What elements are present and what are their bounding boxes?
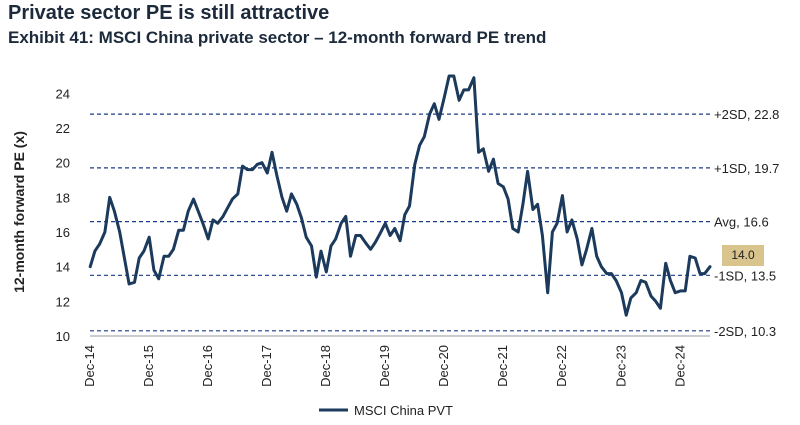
x-tick-label: Dec-24 bbox=[672, 345, 687, 387]
band-label: +1SD, 19.7 bbox=[714, 161, 779, 176]
band-label: -1SD, 13.5 bbox=[714, 268, 776, 283]
y-tick-label: 10 bbox=[56, 329, 70, 344]
legend: MSCI China PVT bbox=[319, 403, 453, 418]
x-tick-label: Dec-22 bbox=[554, 345, 569, 387]
latest-value-callout: 14.0 bbox=[722, 245, 764, 266]
x-tick-label: Dec-20 bbox=[436, 345, 451, 387]
latest-value-label: 14.0 bbox=[731, 248, 755, 262]
chart-subtitle: Exhibit 41: MSCI China private sector – … bbox=[8, 28, 547, 47]
y-axis-title: 12-month forward PE (x) bbox=[11, 131, 27, 293]
y-tick-label: 24 bbox=[56, 86, 70, 101]
latest-value-box bbox=[722, 245, 764, 266]
series-line-msci-china-pvt bbox=[88, 74, 712, 317]
x-tick-label: Dec-15 bbox=[141, 345, 156, 387]
x-tick-label: Dec-23 bbox=[613, 345, 628, 387]
x-tick-label: Dec-21 bbox=[495, 345, 510, 387]
band-label: Avg, 16.6 bbox=[714, 215, 769, 230]
x-tick-label: Dec-14 bbox=[82, 345, 97, 387]
band-label: +2SD, 22.8 bbox=[714, 107, 779, 122]
sd-bands: +2SD, 22.8 +1SD, 19.7 Avg, 16.6 -1SD, 13.5 -… bbox=[90, 107, 779, 339]
x-axis-ticks: Dec-14 Dec-15 Dec-16 Dec-17 Dec-18 Dec-19 Dec-… bbox=[82, 345, 687, 387]
y-tick-label: 16 bbox=[56, 225, 70, 240]
x-tick-label: Dec-19 bbox=[377, 345, 392, 387]
y-tick-label: 20 bbox=[56, 156, 70, 171]
y-tick-label: 22 bbox=[56, 121, 70, 136]
y-axis-ticks: 10 12 14 16 18 20 22 24 bbox=[56, 86, 70, 344]
x-tick-label: Dec-18 bbox=[318, 345, 333, 387]
band-label: -2SD, 10.3 bbox=[714, 324, 776, 339]
x-tick-label: Dec-16 bbox=[200, 345, 215, 387]
y-tick-label: 14 bbox=[56, 260, 70, 275]
y-tick-label: 18 bbox=[56, 190, 70, 205]
chart-title: Private sector PE is still attractive bbox=[8, 2, 330, 24]
y-tick-label: 12 bbox=[56, 294, 70, 309]
x-tick-label: Dec-17 bbox=[259, 345, 274, 387]
legend-label: MSCI China PVT bbox=[354, 403, 453, 418]
